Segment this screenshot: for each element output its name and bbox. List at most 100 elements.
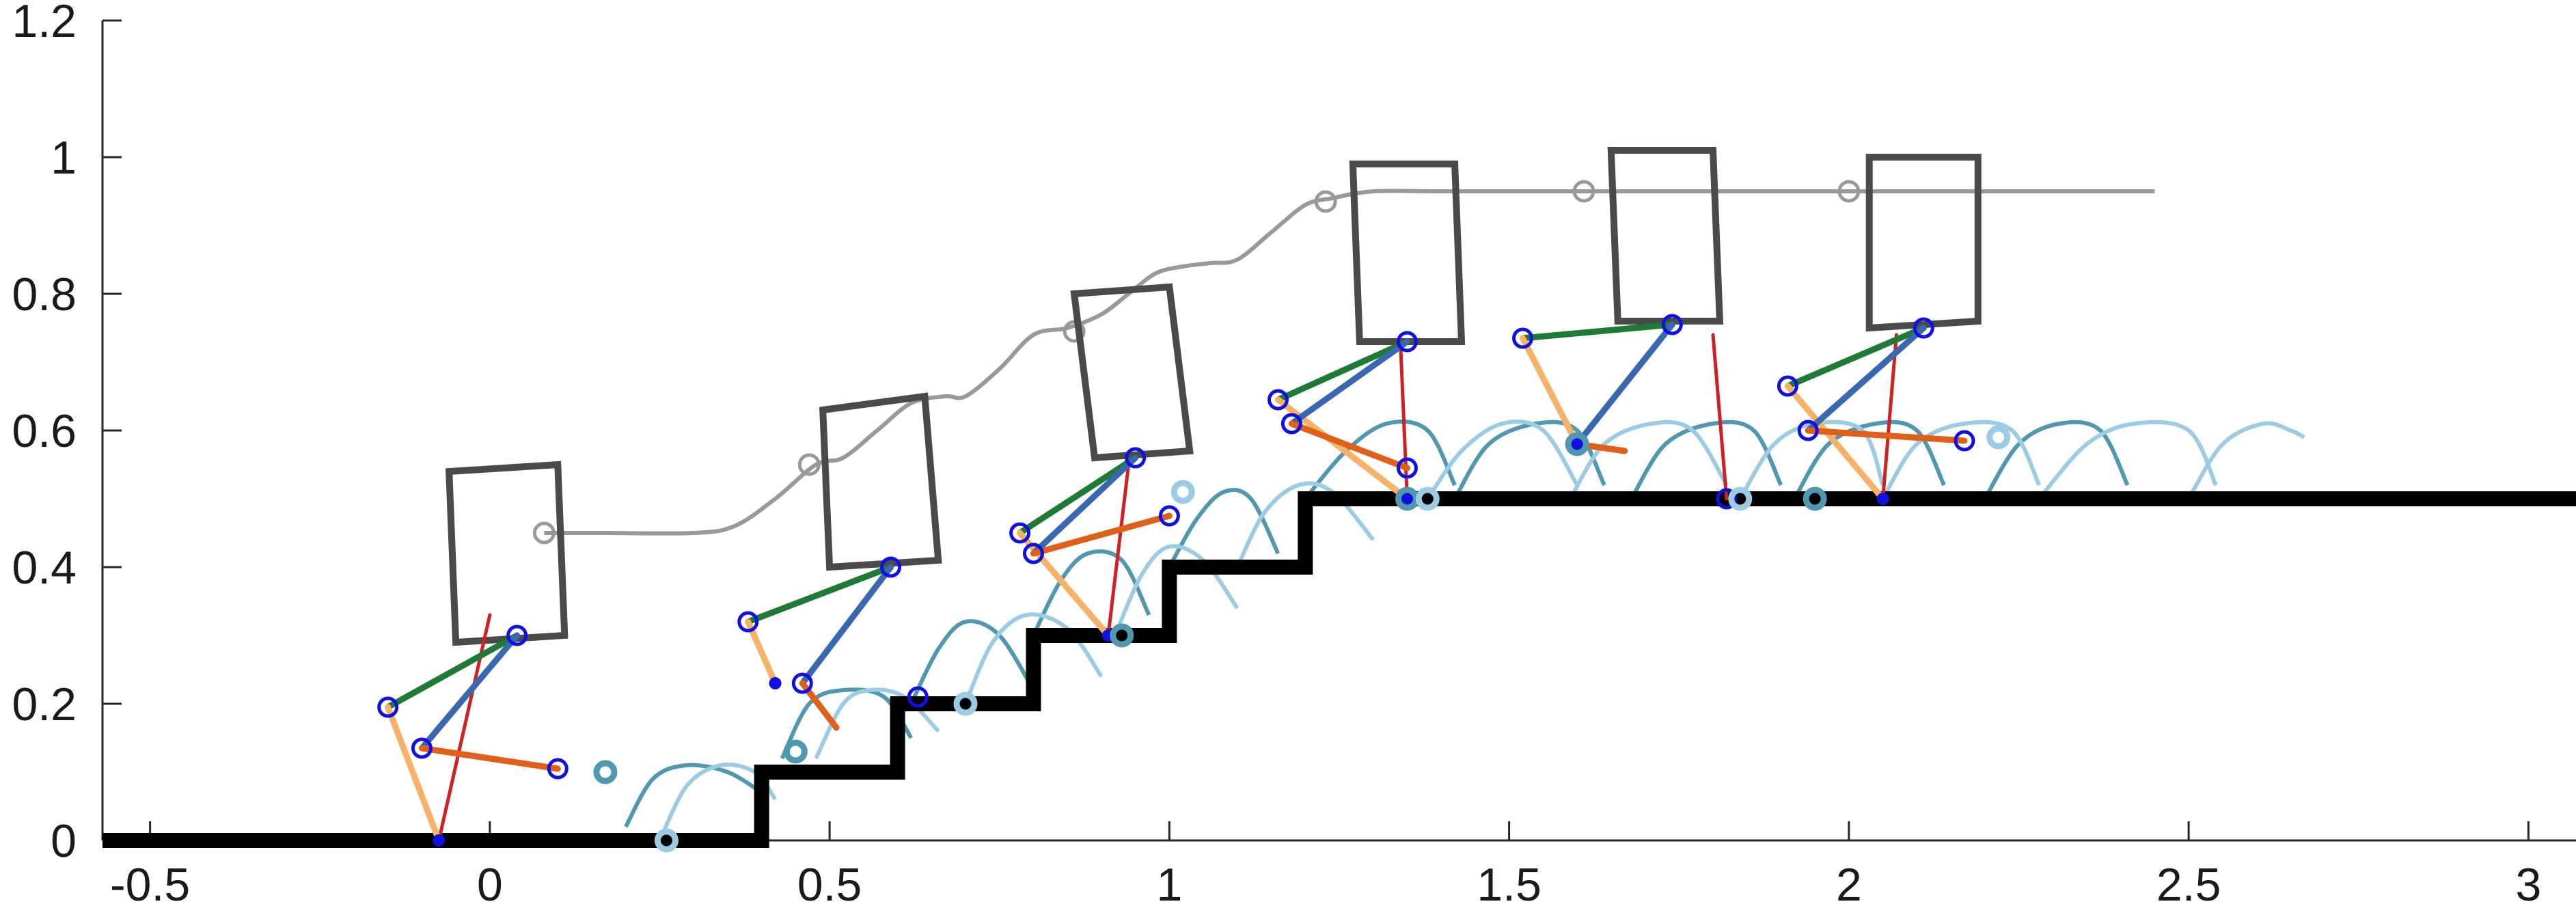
foothold-dark	[593, 760, 618, 784]
x-tick-label: 1.5	[1477, 859, 1542, 911]
x-tick-label: 2.5	[2156, 859, 2221, 911]
swing-arc-dark	[1304, 420, 1457, 500]
x-tick-label: 3	[2515, 859, 2541, 911]
x-tick-label: 0.5	[797, 859, 862, 911]
stance-foot	[769, 677, 782, 689]
foothold-dark	[1110, 623, 1134, 648]
stance-foot	[1401, 493, 1414, 505]
y-tick-label: 0.8	[12, 269, 77, 320]
torso-box	[1070, 283, 1194, 462]
y-tick-label: 0	[51, 815, 77, 867]
joint-marker	[791, 672, 813, 694]
thigh-a	[1520, 321, 1675, 342]
joint-marker	[1158, 505, 1180, 527]
thigh-a	[1017, 454, 1139, 536]
axes	[101, 19, 2576, 842]
swing-arc-dark	[1031, 549, 1151, 637]
thigh-b	[1574, 321, 1675, 448]
com-path	[544, 189, 2155, 536]
com-marker	[532, 521, 556, 545]
joint-marker	[1512, 327, 1534, 349]
shank-b	[1030, 512, 1173, 557]
thigh-b	[1288, 338, 1410, 427]
thigh-b	[1805, 325, 1927, 434]
com-marker	[1837, 180, 1861, 203]
thigh-b	[799, 564, 894, 687]
thigh-a	[745, 564, 894, 625]
stance-foot	[1571, 438, 1584, 450]
shank-a	[745, 618, 779, 687]
shank-a	[1520, 335, 1580, 448]
foothold-dark	[783, 739, 808, 764]
stance-line	[1399, 340, 1409, 501]
thigh-b	[418, 632, 521, 752]
shank-b	[418, 745, 561, 772]
joint-marker	[1022, 543, 1044, 564]
thigh-a	[385, 632, 521, 711]
swing-arc-dark	[909, 619, 1036, 705]
joint-marker	[737, 611, 759, 633]
joint-marker	[907, 686, 929, 708]
x-tick-label: -0.5	[110, 859, 190, 911]
swing-arc-light	[1113, 544, 1239, 637]
joint-marker	[1125, 447, 1147, 469]
y-tick-label: 0.2	[12, 678, 77, 730]
joint-marker	[1267, 389, 1289, 411]
shank-a	[385, 704, 442, 844]
shank-b	[1805, 427, 1968, 444]
thigh-b	[1030, 454, 1139, 557]
foothold-dark	[1565, 432, 1589, 456]
swing-arc-light	[1881, 420, 2042, 500]
swing-arc-light	[963, 612, 1104, 705]
foothold-light	[1170, 480, 1195, 504]
joint-marker	[411, 737, 433, 759]
joint-marker	[880, 556, 902, 578]
torso-box	[1607, 147, 1724, 325]
shank-a	[1784, 383, 1887, 502]
joint-marker	[1009, 522, 1031, 544]
stair-terrain	[102, 491, 2576, 848]
stance-line	[1881, 333, 1898, 501]
swing-arc-light	[2187, 421, 2305, 500]
x-tick-label: 1	[1156, 859, 1182, 911]
x-tick-label: 0	[477, 859, 503, 911]
torso-box	[1865, 154, 1982, 332]
swing-arc-light	[1425, 420, 1579, 500]
tick-labels: 0 0.2 0.4 0.6 0.8 1 1.2 -0.5 0 0.5 1 1.5 2 2.5 3	[12, 0, 2541, 911]
joint-marker	[1396, 331, 1418, 353]
com-trajectory	[532, 180, 2155, 545]
terrain	[102, 491, 2576, 848]
foothold-light	[1728, 486, 1753, 511]
joint-marker	[1661, 314, 1683, 335]
swing-arc-dark	[1630, 420, 1783, 500]
stance-line	[1711, 333, 1729, 501]
com-marker	[1063, 320, 1086, 343]
foothold-dark	[1803, 486, 1827, 511]
torso-box	[1349, 161, 1466, 345]
foothold-light	[654, 828, 679, 853]
stance-foot	[433, 834, 446, 847]
torso-box	[446, 461, 568, 646]
joint-marker	[1280, 413, 1302, 435]
joint-marker	[506, 625, 528, 646]
x-tick-label: 2	[1836, 859, 1862, 911]
footholds	[593, 425, 2011, 853]
shank-b	[1288, 420, 1410, 471]
joint-marker	[1777, 375, 1798, 397]
swing-arc-light	[1568, 420, 1729, 500]
torsos	[446, 147, 1982, 646]
swing-arc-dark	[1983, 420, 2130, 500]
thigh-a	[1784, 325, 1927, 389]
joint-marker	[1716, 488, 1738, 510]
joint-marker	[1913, 317, 1934, 339]
swing-arc-dark	[1792, 420, 1946, 500]
y-tick-label: 1	[51, 132, 77, 184]
y-tick-label: 0.4	[12, 542, 77, 594]
shank-a	[1017, 530, 1112, 639]
swing-arc-light	[1235, 481, 1375, 568]
stance-line	[437, 613, 492, 842]
foothold-light	[1415, 486, 1440, 511]
joint-marker	[1797, 420, 1819, 441]
y-tick-label: 1.2	[12, 0, 77, 47]
